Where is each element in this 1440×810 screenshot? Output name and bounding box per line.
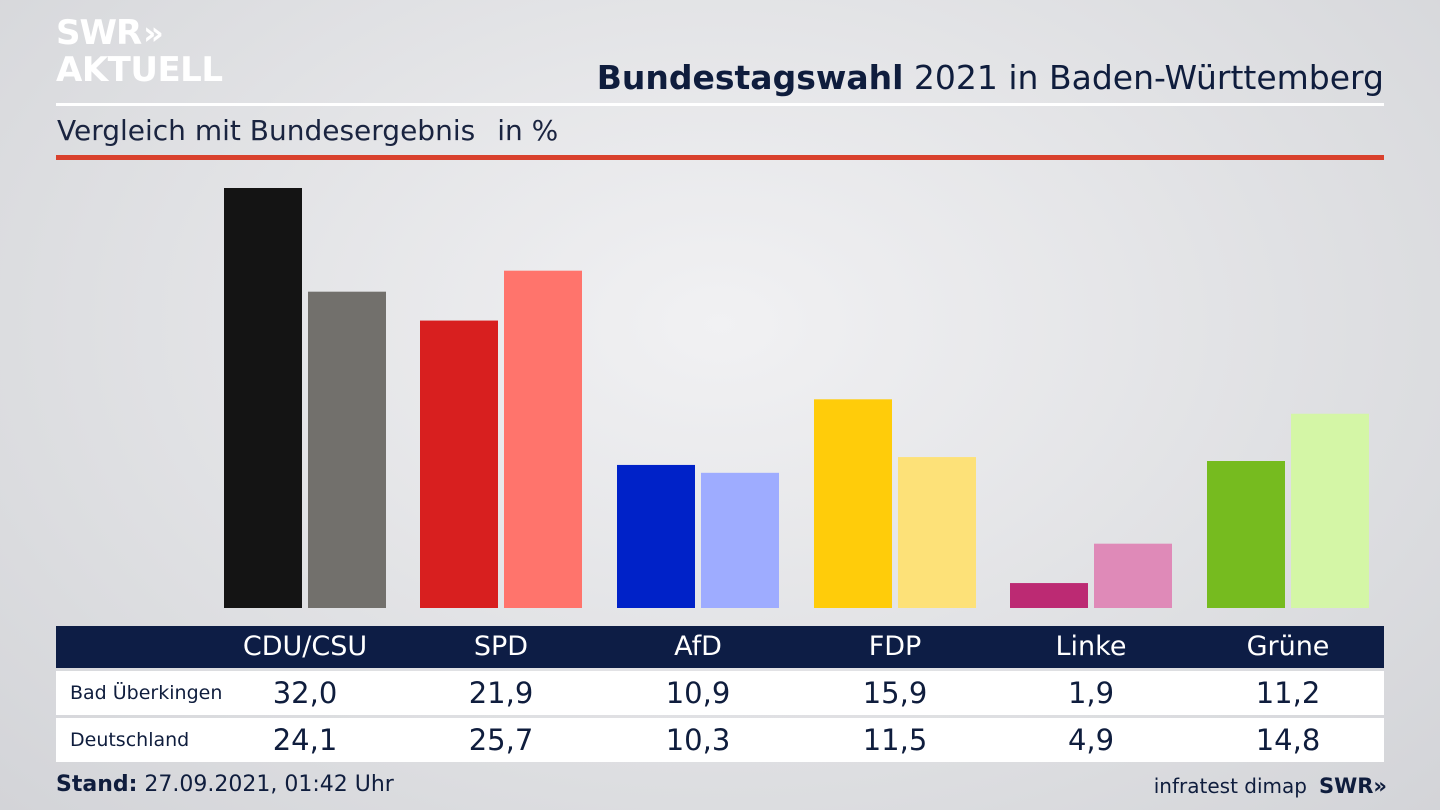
table-header: CDU/CSU SPD AfD FDP Linke Grüne (56, 626, 1384, 668)
bar-cdu-csu-national (308, 291, 386, 608)
chart-subtitle: Vergleich mit Bundesergebnis in % (57, 114, 558, 147)
column-header-afd: AfD (674, 631, 722, 662)
bar-fdp-local (814, 399, 892, 608)
bar-gr-ne-local (1207, 461, 1285, 608)
logo-aktuell: AKTUELL (56, 50, 223, 90)
title-divider (56, 103, 1384, 106)
swr-small-logo: SWR» (1318, 774, 1387, 798)
value-cell-afd: 10,9 (665, 676, 731, 710)
swr-aktuell-logo: SWR» AKTUELL (56, 16, 223, 87)
value-cell-spd: 25,7 (468, 723, 534, 757)
value-cell-cdu-csu: 24,1 (272, 723, 338, 757)
bar-fdp-national (898, 457, 976, 608)
status-time: 27.09.2021, 01:42 Uhr (144, 772, 394, 797)
column-header-cdu-csu: CDU/CSU (242, 631, 368, 662)
bar-linke-local (1010, 583, 1088, 608)
value-cell-gr-ne: 14,8 (1255, 723, 1321, 757)
table-row-deutschland: Deutschland 24,1 25,7 10,3 11,5 4,9 14,8 (56, 718, 1384, 762)
bar-cdu-csu-local (224, 188, 302, 608)
value-cell-fdp: 15,9 (862, 676, 928, 710)
page-title: Bundestagswahl 2021 in Baden-Württemberg (597, 58, 1384, 97)
value-cell-cdu-csu: 32,0 (272, 676, 338, 710)
subtitle-divider (56, 155, 1384, 160)
title-rest: 2021 in Baden-Württemberg (913, 58, 1384, 97)
value-cell-spd: 21,9 (468, 676, 534, 710)
source-credit: infratest dimap SWR» (1153, 774, 1387, 798)
value-cell-afd: 10,3 (665, 723, 731, 757)
source-text: infratest dimap (1153, 774, 1307, 798)
swr-chevrons: » (1373, 774, 1386, 798)
row-label: Bad Überkingen (70, 682, 223, 704)
value-cell-linke: 1,9 (1067, 676, 1115, 710)
bar-gr-ne-national (1291, 413, 1369, 608)
title-bold: Bundestagswahl (596, 58, 904, 97)
value-cell-fdp: 11,5 (862, 723, 928, 757)
bar-afd-local (617, 464, 695, 608)
logo-swr: SWR (56, 13, 142, 53)
column-header-fdp: FDP (868, 631, 922, 662)
value-cell-gr-ne: 11,2 (1255, 676, 1321, 710)
results-table: CDU/CSU SPD AfD FDP Linke Grüne Bad Überkinge… (56, 626, 1384, 762)
unit-label: in % (497, 114, 559, 147)
bar-afd-national (701, 472, 779, 608)
bar-spd-national (504, 270, 582, 608)
column-header-spd: SPD (473, 631, 529, 662)
status-timestamp: Stand: 27.09.2021, 01:42 Uhr (56, 772, 394, 797)
column-header-linke: Linke (1055, 631, 1127, 662)
swr-brand: SWR (1318, 774, 1374, 798)
value-cell-linke: 4,9 (1067, 723, 1115, 757)
bar-linke-national (1094, 543, 1172, 608)
table-row-bad-ueberkingen: Bad Überkingen 32,0 21,9 10,9 15,9 1,9 11,2 (56, 671, 1384, 715)
status-label: Stand: (56, 772, 138, 797)
row-label: Deutschland (70, 729, 190, 751)
subtitle-text: Vergleich mit Bundesergebnis (57, 114, 476, 147)
bar-spd-local (420, 320, 498, 608)
column-header-gr-ne: Grüne (1246, 631, 1330, 662)
